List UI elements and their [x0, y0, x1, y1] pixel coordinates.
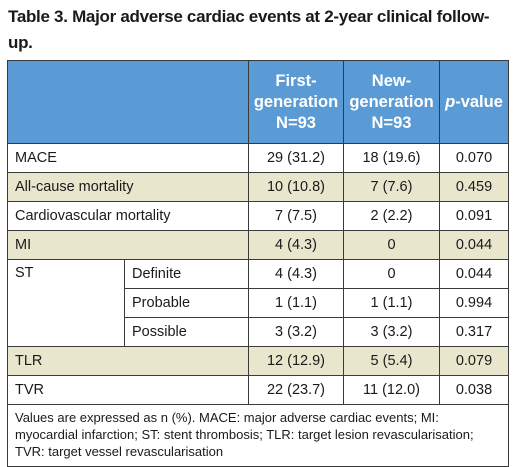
row-label: Cardiovascular mortality: [7, 201, 249, 231]
mace-table: First- generation N=93 New- generation N…: [7, 60, 509, 467]
cell-first: 4 (4.3): [248, 230, 344, 260]
row-label: TLR: [7, 346, 249, 376]
header-first-generation: First- generation N=93: [248, 60, 344, 144]
cell-first: 12 (12.9): [248, 346, 344, 376]
cell-first: 4 (4.3): [248, 259, 344, 289]
cell-p: 0.044: [439, 230, 509, 260]
cell-new: 7 (7.6): [343, 172, 440, 202]
cell-new: 5 (5.4): [343, 346, 440, 376]
cell-p: 0.038: [439, 375, 509, 405]
table-row: All-cause mortality 10 (10.8) 7 (7.6) 0.…: [7, 172, 509, 202]
table-row: TLR 12 (12.9) 5 (5.4) 0.079: [7, 346, 509, 376]
cell-p: 0.317: [439, 317, 509, 347]
cell-p: 0.070: [439, 143, 509, 173]
cell-new: 0: [343, 230, 440, 260]
header-new-generation: New- generation N=93: [343, 60, 440, 144]
table-row: MACE 29 (31.2) 18 (19.6) 0.070: [7, 143, 509, 173]
cell-new: 0: [343, 259, 440, 289]
cell-new: 3 (3.2): [343, 317, 440, 347]
table-row: Possible 3 (3.2) 3 (3.2) 0.317: [8, 317, 509, 347]
header-new-line1: New-: [371, 71, 412, 90]
header-first-line1: First-: [275, 71, 317, 90]
row-label: MACE: [7, 143, 249, 173]
row-label: All-cause mortality: [7, 172, 249, 202]
header-first-line2: generation: [253, 92, 339, 111]
cell-first: 22 (23.7): [248, 375, 344, 405]
cell-first: 1 (1.1): [248, 288, 344, 318]
cell-new: 1 (1.1): [343, 288, 440, 318]
header-new-line3: N=93: [371, 113, 412, 132]
table-row: TVR 22 (23.7) 11 (12.0) 0.038: [7, 375, 509, 405]
cell-new: 2 (2.2): [343, 201, 440, 231]
cell-first: 10 (10.8): [248, 172, 344, 202]
row-label: MI: [7, 230, 249, 260]
header-p-rest: -value: [455, 92, 503, 111]
row-label: TVR: [7, 375, 249, 405]
sub-label: Probable: [124, 288, 249, 318]
footnote-row: Values are expressed as n (%). MACE: maj…: [7, 404, 509, 467]
cell-first: 3 (3.2): [248, 317, 344, 347]
cell-p: 0.044: [439, 259, 509, 289]
cell-new: 18 (19.6): [343, 143, 440, 173]
cell-p: 0.459: [439, 172, 509, 202]
cell-first: 29 (31.2): [248, 143, 344, 173]
cell-p: 0.091: [439, 201, 509, 231]
table-row: Cardiovascular mortality 7 (7.5) 2 (2.2)…: [7, 201, 509, 231]
cell-p: 0.079: [439, 346, 509, 376]
header-blank: [7, 60, 249, 144]
header-first-line3: N=93: [276, 113, 316, 132]
header-new-line2: generation: [349, 92, 434, 111]
table-footnote: Values are expressed as n (%). MACE: maj…: [7, 404, 509, 467]
row-label-st: ST: [7, 259, 125, 347]
sub-label: Possible: [124, 317, 249, 347]
table-row: MI 4 (4.3) 0 0.044: [7, 230, 509, 260]
header-row: First- generation N=93 New- generation N…: [7, 60, 509, 144]
table-row: ST Definite 4 (4.3) 0 0.044: [7, 259, 509, 347]
table-caption: Table 3. Major adverse cardiac events at…: [8, 7, 490, 52]
sub-label: Definite: [124, 259, 249, 289]
cell-first: 7 (7.5): [248, 201, 344, 231]
cell-p: 0.994: [439, 288, 509, 318]
header-p-italic: p: [445, 92, 456, 111]
cell-new: 11 (12.0): [343, 375, 440, 405]
table-row: Probable 1 (1.1) 1 (1.1) 0.994: [8, 288, 509, 318]
header-p-value: p-value: [439, 60, 509, 144]
